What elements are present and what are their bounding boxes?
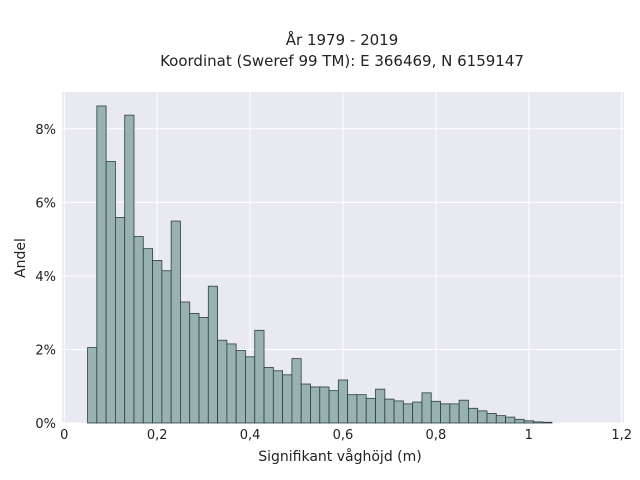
histogram-bar (161, 270, 172, 424)
axis-ticks: 0 0,2 0,4 0,6 0,8 1 1,2 0% 2% 4% 6% 8% (35, 123, 632, 443)
histogram-bar (328, 390, 339, 424)
histogram-bar (523, 420, 534, 424)
histogram-bar (375, 388, 386, 424)
histogram-bar (356, 394, 367, 424)
histogram-bar (440, 403, 451, 424)
histogram-bar (300, 383, 311, 424)
histogram-bar (384, 398, 395, 424)
x-tick-label: 0 (60, 428, 68, 443)
histogram-bar (458, 399, 469, 424)
y-tick-label: 2% (35, 343, 56, 358)
histogram-bar (347, 394, 358, 424)
histogram-bar (115, 217, 126, 424)
histogram-bar (505, 416, 516, 424)
histogram-bar (152, 260, 163, 424)
histogram-bar (495, 415, 506, 424)
histogram-bar (254, 329, 265, 424)
histogram-bar (421, 392, 432, 424)
x-tick-label: 0,2 (147, 428, 168, 443)
histogram-bar (207, 285, 218, 424)
histogram-bar (337, 379, 349, 424)
y-tick-label: 6% (35, 196, 56, 211)
histogram-bars (87, 105, 553, 424)
histogram-bar (291, 358, 302, 424)
x-axis-label: Signifikant våghöjd (m) (258, 448, 421, 465)
histogram-bar (96, 105, 107, 424)
chart-title-line-2: Koordinat (Sweref 99 TM): E 366469, N 61… (160, 52, 524, 70)
x-tick-label: 0,8 (426, 428, 447, 443)
histogram-bar (319, 386, 330, 424)
histogram-bar (468, 407, 479, 424)
histogram-bar (365, 397, 376, 424)
histogram-bar (393, 400, 404, 424)
histogram-bar (533, 421, 544, 424)
histogram-bar (412, 401, 423, 424)
histogram-bar (402, 403, 414, 424)
x-tick-label: 1,2 (611, 428, 632, 443)
histogram-bar (449, 403, 460, 424)
histogram-bar (133, 236, 144, 424)
histogram-bar (189, 313, 200, 424)
histogram-bar (263, 367, 274, 424)
histogram-bar (542, 421, 553, 424)
y-tick-label: 8% (35, 123, 56, 138)
histogram-bar (272, 370, 284, 424)
histogram-bar (514, 418, 525, 424)
y-tick-label: 0% (35, 417, 56, 432)
histogram-bar (124, 114, 135, 424)
histogram-bar (105, 161, 116, 424)
histogram-bar (430, 400, 441, 424)
x-tick-label: 0,6 (333, 428, 354, 443)
histogram-bar (235, 350, 246, 424)
histogram-bar (486, 413, 497, 424)
histogram-bar (226, 343, 237, 424)
histogram-bar (180, 301, 191, 424)
histogram-bar (87, 347, 98, 424)
histogram-bar (310, 386, 321, 424)
histogram-bar (142, 248, 153, 424)
chart-title-line-1: År 1979 - 2019 (286, 30, 399, 49)
histogram-bar (217, 339, 228, 424)
histogram-bar (198, 317, 209, 424)
y-axis-label: Andel (13, 238, 29, 278)
y-tick-label: 4% (35, 270, 56, 285)
histogram-bar (282, 374, 293, 424)
histogram-bar (477, 410, 488, 424)
x-tick-label: 0,4 (240, 428, 261, 443)
histogram-bar (170, 220, 181, 424)
histogram-bar (245, 356, 256, 424)
x-tick-label: 1 (525, 428, 533, 443)
